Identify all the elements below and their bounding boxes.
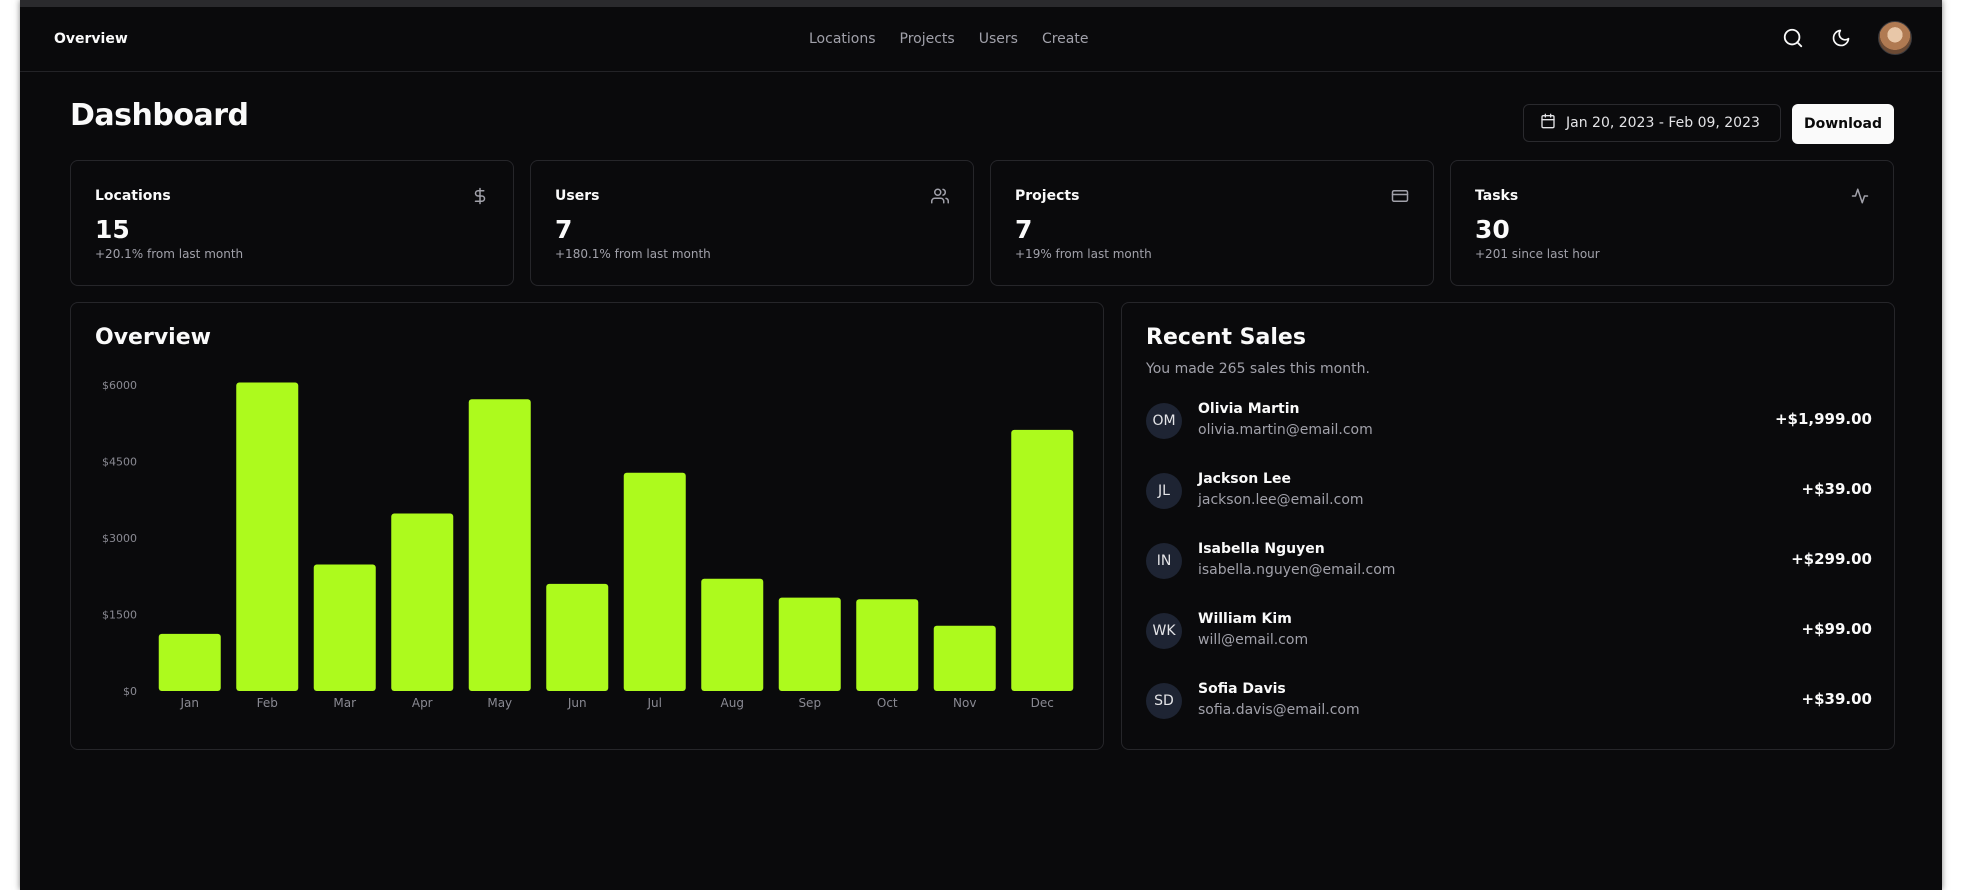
- y-tick-label: $0: [123, 685, 137, 698]
- recent-sales-title: Recent Sales: [1146, 325, 1306, 350]
- customer-name: Olivia Martin: [1198, 401, 1300, 417]
- x-tick-label: Feb: [257, 696, 278, 710]
- download-button[interactable]: Download: [1792, 104, 1894, 144]
- stat-label: Users: [555, 188, 600, 204]
- overview-bar-chart: $0 $1500 $3000 $4500 $6000 Jan Feb Mar Apr May Jun…: [102, 379, 1074, 710]
- bar-may[interactable]: [468, 399, 531, 691]
- overview-card: Overview $0 $1500 $3000 $4500 $6000 Jan Feb Mar…: [70, 302, 1104, 750]
- avatar: WK: [1146, 613, 1182, 649]
- y-tick-label: $3000: [102, 532, 137, 545]
- stat-change: +201 since last hour: [1475, 247, 1600, 261]
- nav-link-projects[interactable]: Projects: [899, 31, 955, 47]
- customer-name: Isabella Nguyen: [1198, 541, 1325, 557]
- bar-jul[interactable]: [623, 472, 686, 691]
- stat-change: +20.1% from last month: [95, 247, 244, 261]
- stat-label: Projects: [1015, 188, 1080, 204]
- avatar: IN: [1146, 543, 1182, 579]
- bar-apr[interactable]: [391, 513, 454, 691]
- sale-row[interactable]: OM Olivia Martin olivia.martin@email.com…: [1146, 401, 1872, 445]
- bar-feb[interactable]: [236, 382, 299, 691]
- activity-icon: [1851, 187, 1869, 205]
- x-tick-label: Sep: [798, 696, 821, 710]
- stat-change: +180.1% from last month: [555, 247, 711, 261]
- bar-oct[interactable]: [856, 599, 919, 691]
- overview-title: Overview: [95, 325, 211, 350]
- calendar-icon: [1540, 113, 1556, 133]
- sale-amount: +$299.00: [1791, 550, 1872, 568]
- bar-aug[interactable]: [701, 578, 764, 691]
- avatar[interactable]: [1878, 21, 1912, 55]
- users-icon: [931, 187, 949, 205]
- x-tick-label: Jan: [180, 696, 200, 710]
- x-tick-label: May: [487, 696, 512, 710]
- bar-sep[interactable]: [778, 597, 841, 691]
- stat-value: 7: [1015, 215, 1033, 244]
- window-top-edge: [20, 0, 1942, 7]
- sale-row[interactable]: JL Jackson Lee jackson.lee@email.com +$3…: [1146, 471, 1872, 515]
- customer-email: jackson.lee@email.com: [1198, 492, 1364, 508]
- date-range-label: Jan 20, 2023 - Feb 09, 2023: [1566, 115, 1760, 131]
- x-tick-label: Dec: [1031, 696, 1054, 710]
- customer-email: isabella.nguyen@email.com: [1198, 562, 1396, 578]
- bar-mar[interactable]: [313, 564, 376, 691]
- stat-value: 30: [1475, 215, 1510, 244]
- nav-link-locations[interactable]: Locations: [809, 31, 876, 47]
- y-tick-label: $4500: [102, 456, 137, 469]
- customer-name: Jackson Lee: [1198, 471, 1291, 487]
- bar-jun[interactable]: [546, 583, 609, 691]
- sale-amount: +$1,999.00: [1774, 410, 1872, 428]
- customer-email: olivia.martin@email.com: [1198, 422, 1373, 438]
- recent-sales-card: Recent Sales You made 265 sales this mon…: [1121, 302, 1895, 750]
- sale-row[interactable]: IN Isabella Nguyen isabella.nguyen@email…: [1146, 541, 1872, 585]
- stat-card-locations: Locations 15 +20.1% from last month: [70, 160, 514, 286]
- stat-label: Tasks: [1475, 188, 1519, 204]
- customer-email: will@email.com: [1198, 632, 1309, 648]
- dollar-icon: [471, 187, 489, 205]
- x-tick-label: Oct: [877, 696, 898, 710]
- stat-card-projects: Projects 7 +19% from last month: [990, 160, 1434, 286]
- search-icon[interactable]: [1782, 27, 1804, 49]
- x-tick-label: Aug: [721, 696, 744, 710]
- avatar: JL: [1146, 473, 1182, 509]
- stat-card-tasks: Tasks 30 +201 since last hour: [1450, 160, 1894, 286]
- nav-links: Locations Projects Users Create: [809, 31, 1088, 47]
- avatar: SD: [1146, 683, 1182, 719]
- sale-row[interactable]: WK William Kim will@email.com +$99.00: [1146, 611, 1872, 655]
- credit-card-icon: [1391, 187, 1409, 205]
- sale-amount: +$39.00: [1801, 480, 1872, 498]
- x-tick-label: Apr: [412, 696, 433, 710]
- customer-name: William Kim: [1198, 611, 1292, 627]
- y-tick-label: $6000: [102, 379, 137, 392]
- y-tick-label: $1500: [102, 609, 137, 622]
- avatar: OM: [1146, 403, 1182, 439]
- recent-sales-subtitle: You made 265 sales this month.: [1146, 361, 1370, 377]
- nav-brand-overview[interactable]: Overview: [54, 31, 128, 47]
- bar-nov[interactable]: [933, 625, 996, 691]
- app-window: Overview Locations Projects Users Create…: [20, 0, 1942, 890]
- customer-email: sofia.davis@email.com: [1198, 702, 1360, 718]
- sale-amount: +$99.00: [1801, 620, 1872, 638]
- nav-actions: [1782, 21, 1912, 55]
- bar-jan[interactable]: [158, 633, 221, 691]
- customer-name: Sofia Davis: [1198, 681, 1286, 697]
- sale-amount: +$39.00: [1801, 690, 1872, 708]
- x-tick-label: Jun: [567, 696, 587, 710]
- date-range-picker[interactable]: Jan 20, 2023 - Feb 09, 2023: [1523, 104, 1781, 142]
- stat-value: 15: [95, 215, 130, 244]
- page-title: Dashboard: [70, 98, 249, 133]
- stat-card-users: Users 7 +180.1% from last month: [530, 160, 974, 286]
- top-nav: Overview Locations Projects Users Create: [20, 7, 1942, 72]
- nav-link-create[interactable]: Create: [1041, 31, 1089, 47]
- moon-icon[interactable]: [1830, 27, 1852, 49]
- x-tick-label: Mar: [333, 696, 356, 710]
- x-tick-label: Nov: [953, 696, 976, 710]
- stat-value: 7: [555, 215, 573, 244]
- stat-change: +19% from last month: [1015, 247, 1152, 261]
- bar-dec[interactable]: [1011, 429, 1074, 691]
- stat-label: Locations: [95, 188, 171, 204]
- nav-link-users[interactable]: Users: [978, 31, 1018, 47]
- x-tick-label: Jul: [647, 696, 662, 710]
- sale-row[interactable]: SD Sofia Davis sofia.davis@email.com +$3…: [1146, 681, 1872, 725]
